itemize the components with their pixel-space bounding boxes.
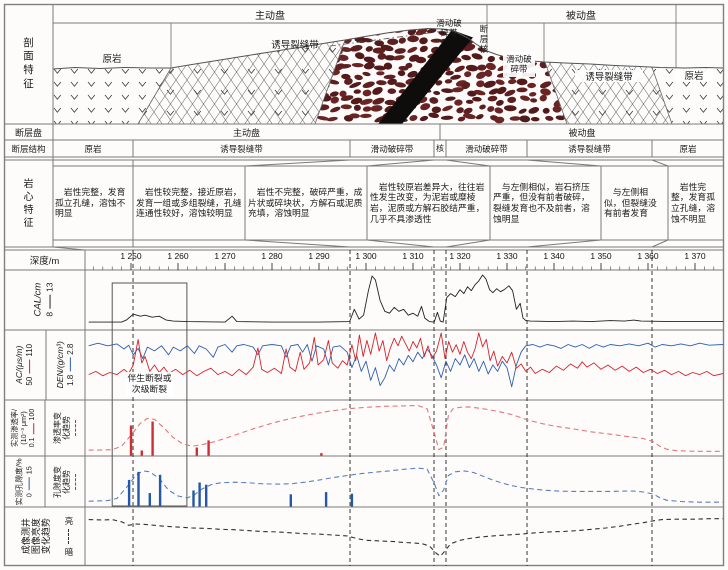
depth-label: 1 290 [308, 251, 330, 261]
structure-cell-induced-right: 诱导裂缝带 [568, 143, 611, 154]
track-header-perm: 实测渗透率/ (10⁻³ μm²) 0.1 100 [4, 400, 45, 456]
core-cell-7: 岩性完整，发育孤立孔缝，溶蚀不明显 [671, 181, 715, 224]
structure-cell-core: 核 [436, 144, 444, 153]
section-label-induced-left: 诱导裂缝带 [271, 39, 319, 51]
depth-label: 1 360 [637, 251, 659, 261]
ac-max: 110 [24, 344, 34, 357]
track-header-perm-trend: 渗透率变化趋势 [45, 400, 85, 456]
depth-label: 1 320 [449, 251, 471, 261]
brightness-scale-dash [68, 529, 70, 544]
perm-min: 0.1 [29, 437, 37, 448]
depth-label: 1 250 [120, 251, 142, 261]
structure-cell-crush-left: 滑动破碎带 [370, 143, 414, 154]
section-label-induced-right: 诱导裂缝带 [575, 70, 643, 83]
structure-cell-rawrock-left: 原岩 [84, 143, 102, 154]
cal-min: 8 [44, 312, 55, 318]
track-header-den: DEN/(g/cm³) 1.8 2.8 [46, 330, 85, 400]
core-cell-3: 岩性不完整，破碎严重，成片状或碎块状，方解石或泥质充填，溶蚀明显 [248, 187, 363, 219]
core-cell-1: 岩性完整，发育孤立孔缝，溶蚀不明显 [55, 187, 126, 219]
row-header-structure: 断层结构 [11, 143, 46, 154]
cal-name: CAL/cm [32, 283, 44, 317]
perm-rule [33, 423, 35, 435]
section-label-crush-right: 滑动破碎带 [503, 52, 535, 77]
depth-label: 1 340 [543, 251, 565, 261]
track-header-image: 成像测井图像亮度变化趋势 亮 暗 [4, 507, 85, 566]
annotation-secondary-fault: 伴生断裂或次级断裂 [125, 372, 174, 396]
perm-max: 100 [29, 408, 37, 421]
core-cell-4: 岩性较原岩差异大，往往岩性发生改变，为泥岩或糜棱岩，泥质或方解石胶结严重，几乎不… [370, 181, 485, 224]
poro-trend-linesample [74, 473, 76, 490]
poro-rule [28, 477, 30, 490]
track-header-poro: 实测孔隙度/% 0 15 [4, 456, 45, 507]
row-header-core: 岩心特征 [23, 178, 34, 229]
core-cell-2: 岩性较完整，接近原岩，发育一组或多组裂缝，孔缝连通性较好，溶蚀较明显 [136, 187, 242, 219]
perm-unit: (10⁻³ μm²) [19, 411, 29, 445]
section-label-rawrock-right: 原岩 [675, 69, 713, 82]
track-header-poro-trend: 孔隙度变化趋势 [45, 456, 85, 507]
ac-rule [29, 359, 31, 374]
depth-label: 1 260 [167, 251, 189, 261]
depth-label: 1 300 [355, 251, 377, 261]
poro-min: 0 [24, 493, 34, 497]
row-header-depth: 深度/m [29, 256, 60, 267]
bright-label: 亮 [64, 516, 74, 526]
depth-label: 1 270 [214, 251, 236, 261]
image-name: 成像测井图像亮度变化趋势 [20, 518, 51, 555]
cal-max: 13 [44, 282, 55, 293]
den-rule [70, 358, 72, 373]
den-name: DEN/(g/cm³) [54, 341, 65, 389]
depth-label: 1 370 [684, 251, 706, 261]
band-label-passive-wall: 被动盘 [566, 10, 596, 22]
track-header-ac: AC/(μs/m) 50 110 [4, 330, 46, 400]
den-max: 2.8 [65, 343, 75, 356]
core-cell-5: 与左侧相似，岩石挤压严重，但没有前者破碎，裂缝发育也不及前者，溶蚀明显 [493, 181, 590, 224]
track-header-cal: CAL/cm 8 13 [4, 270, 85, 330]
structure-cell-induced-left: 诱导裂缝带 [220, 143, 263, 154]
poro-max: 15 [24, 466, 34, 474]
section-label-crush-left: 滑动破碎带 [436, 17, 462, 38]
ac-min: 50 [24, 376, 34, 386]
depth-label: 1 350 [590, 251, 612, 261]
structure-cell-rawrock-right: 原岩 [679, 143, 697, 154]
depth-label: 1 330 [496, 251, 518, 261]
poro-trend-label: 孔隙度变化趋势 [53, 465, 71, 498]
wall-cell-passive: 被动盘 [568, 127, 596, 138]
row-header-section: 剖面特征 [23, 36, 34, 90]
dark-label: 暗 [64, 547, 74, 557]
cal-rule [49, 295, 51, 310]
depth-label: 1 280 [261, 251, 283, 261]
band-label-active-wall: 主动盘 [255, 10, 285, 22]
perm-trend-linesample [74, 420, 76, 436]
den-min: 1.8 [65, 375, 75, 387]
section-label-rawrock-left: 原岩 [102, 53, 122, 65]
structure-cell-crush-right: 滑动破碎带 [465, 143, 508, 154]
wall-cell-active: 主动盘 [232, 127, 260, 138]
poro-name: 实测孔隙度/% [14, 458, 24, 505]
image-brightness-scale: 亮 暗 [65, 515, 74, 558]
ac-name: AC/(μs/m) [14, 345, 25, 385]
perm-trend-label: 渗透率变化趋势 [53, 412, 71, 444]
section-label-fault-core: 断层核 [479, 24, 489, 54]
row-header-wall: 断层盘 [14, 127, 42, 138]
depth-label: 1 310 [402, 251, 424, 261]
core-cell-6: 与左侧相似，但裂缝没有前者发育 [604, 187, 657, 219]
